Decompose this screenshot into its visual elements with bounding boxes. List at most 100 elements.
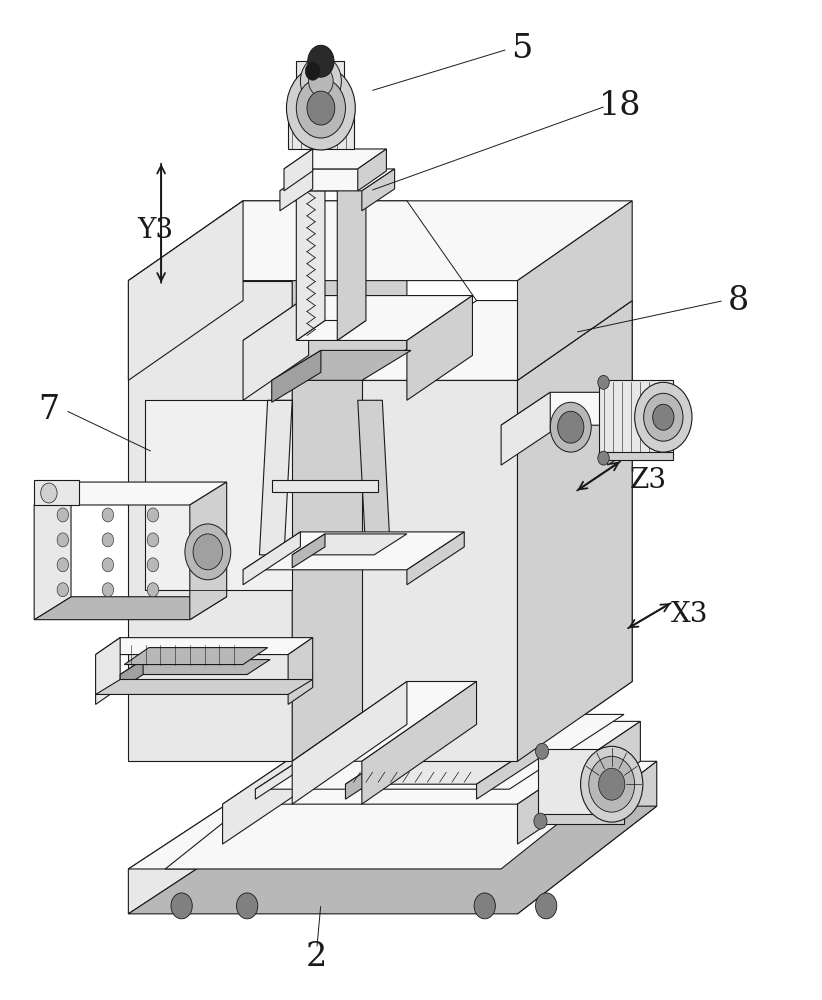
Circle shape — [598, 768, 625, 800]
Circle shape — [102, 583, 113, 597]
Polygon shape — [128, 201, 632, 281]
Text: 5: 5 — [511, 33, 533, 65]
Circle shape — [57, 583, 68, 597]
Polygon shape — [337, 171, 366, 340]
Text: 8: 8 — [728, 285, 750, 317]
Polygon shape — [243, 532, 464, 570]
Polygon shape — [272, 480, 378, 492]
Polygon shape — [280, 169, 312, 211]
Polygon shape — [292, 681, 407, 804]
Circle shape — [535, 893, 556, 919]
Polygon shape — [165, 764, 632, 869]
Polygon shape — [95, 680, 312, 694]
Polygon shape — [292, 534, 407, 555]
Circle shape — [296, 78, 345, 138]
Polygon shape — [128, 761, 292, 914]
Circle shape — [305, 62, 320, 80]
Polygon shape — [190, 482, 227, 620]
Polygon shape — [599, 380, 673, 455]
Circle shape — [185, 524, 231, 580]
Polygon shape — [128, 201, 243, 380]
Polygon shape — [296, 61, 344, 101]
Polygon shape — [243, 296, 473, 340]
Polygon shape — [223, 721, 345, 844]
Circle shape — [102, 508, 113, 522]
Polygon shape — [128, 761, 657, 869]
Polygon shape — [362, 681, 477, 804]
Polygon shape — [518, 721, 640, 844]
Polygon shape — [362, 380, 518, 761]
Polygon shape — [95, 638, 312, 655]
Polygon shape — [296, 171, 366, 191]
Circle shape — [598, 375, 609, 389]
Polygon shape — [95, 638, 120, 704]
Circle shape — [308, 66, 333, 96]
Circle shape — [533, 813, 547, 829]
Circle shape — [580, 746, 643, 822]
Polygon shape — [289, 101, 353, 149]
Circle shape — [147, 583, 159, 597]
Polygon shape — [518, 761, 657, 914]
Polygon shape — [362, 301, 632, 380]
Polygon shape — [289, 638, 312, 704]
Polygon shape — [145, 400, 292, 590]
Polygon shape — [296, 171, 325, 340]
Polygon shape — [256, 714, 370, 799]
Polygon shape — [35, 597, 227, 620]
Polygon shape — [345, 741, 411, 799]
Polygon shape — [35, 480, 79, 505]
Circle shape — [589, 756, 635, 812]
Polygon shape — [501, 392, 657, 425]
Polygon shape — [477, 741, 542, 799]
Text: Z3: Z3 — [630, 467, 667, 494]
Circle shape — [557, 411, 584, 443]
Circle shape — [300, 56, 341, 106]
Polygon shape — [35, 482, 71, 620]
Polygon shape — [518, 301, 632, 761]
Polygon shape — [599, 452, 673, 460]
Circle shape — [237, 893, 258, 919]
Circle shape — [653, 404, 674, 430]
Circle shape — [474, 893, 496, 919]
Polygon shape — [272, 350, 411, 380]
Text: 18: 18 — [598, 90, 641, 122]
Polygon shape — [120, 660, 270, 675]
Circle shape — [57, 508, 68, 522]
Text: 2: 2 — [306, 941, 327, 973]
Polygon shape — [518, 201, 632, 380]
Polygon shape — [243, 532, 300, 585]
Polygon shape — [292, 681, 477, 761]
Text: X3: X3 — [671, 601, 709, 628]
Polygon shape — [124, 648, 268, 665]
Circle shape — [147, 558, 159, 572]
Polygon shape — [128, 281, 292, 761]
Circle shape — [57, 558, 68, 572]
Polygon shape — [501, 392, 550, 465]
Circle shape — [635, 382, 692, 452]
Polygon shape — [407, 532, 464, 585]
Circle shape — [535, 743, 548, 759]
Polygon shape — [358, 400, 390, 555]
Polygon shape — [538, 749, 624, 819]
Polygon shape — [284, 149, 386, 169]
Polygon shape — [35, 482, 227, 505]
Polygon shape — [358, 149, 386, 191]
Circle shape — [307, 91, 335, 125]
Circle shape — [598, 451, 609, 465]
Polygon shape — [256, 714, 624, 789]
Text: Y3: Y3 — [137, 217, 173, 244]
Polygon shape — [128, 201, 407, 281]
Polygon shape — [284, 149, 312, 191]
Polygon shape — [362, 169, 395, 211]
Polygon shape — [128, 806, 657, 914]
Polygon shape — [120, 660, 143, 689]
Polygon shape — [538, 814, 624, 824]
Circle shape — [57, 533, 68, 547]
Circle shape — [307, 45, 334, 77]
Polygon shape — [518, 301, 632, 761]
Polygon shape — [280, 169, 395, 191]
Circle shape — [41, 483, 57, 503]
Circle shape — [171, 893, 192, 919]
Polygon shape — [607, 392, 657, 465]
Polygon shape — [345, 741, 542, 784]
